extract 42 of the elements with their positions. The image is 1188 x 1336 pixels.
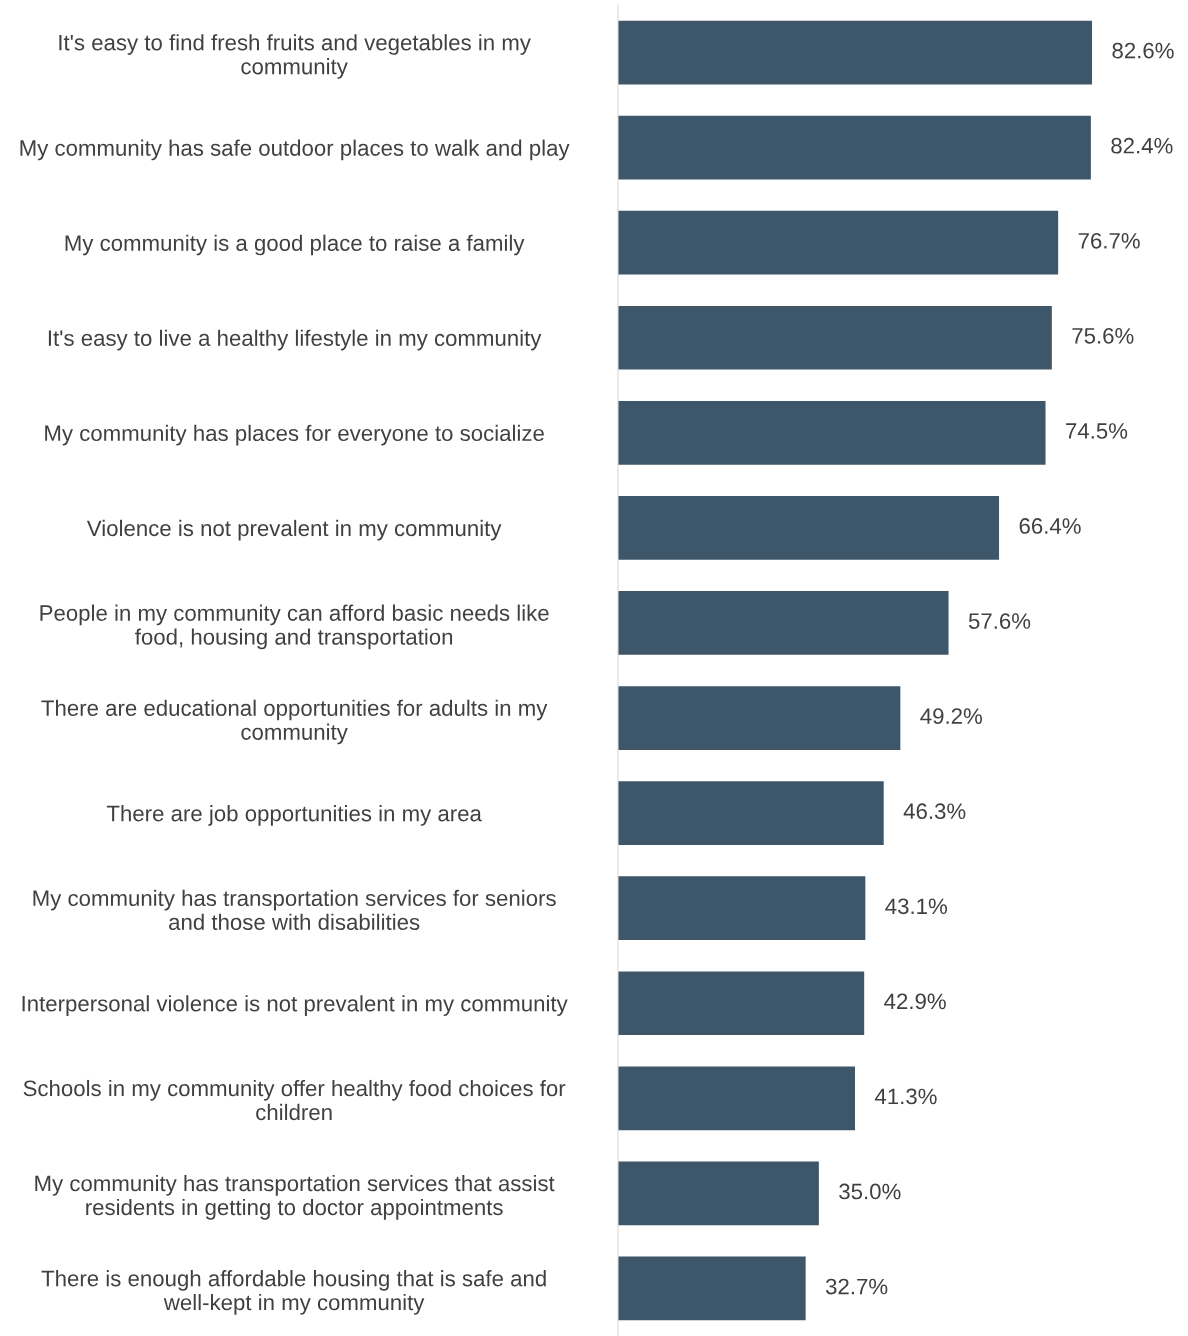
y-tick-label: My community has transportation services for seniors and those with disabilities	[33, 889, 556, 931]
y-tick-label: Interpersonal violence is not prevalent in my community	[22, 995, 568, 1016]
y-tick-label: My community has transportation services that assist residents in getting to doctor appointments	[35, 1174, 555, 1220]
y-tick-label: People in my community can afford basic needs like food, housing and transportation	[40, 604, 549, 650]
y-tick-label: My community has places for everyone to socialize	[45, 424, 544, 446]
bar	[618, 1256, 806, 1321]
y-tick-label: There are educational opportunities for adults in my community	[41, 699, 548, 745]
data-label: 41.3%	[874, 1088, 937, 1105]
data-label: 46.3%	[903, 803, 966, 820]
data-label: 57.6%	[968, 613, 1031, 629]
data-label: 74.5%	[1066, 423, 1128, 439]
y-tick-label: Violence is not prevalent in my community	[86, 519, 502, 541]
data-label: 35.0%	[839, 1183, 901, 1200]
bar	[618, 20, 1093, 85]
data-label: 42.9%	[884, 993, 946, 1010]
data-label: 82.4%	[1111, 137, 1173, 154]
y-tick-label: My community is a good place to raise a family	[65, 234, 525, 256]
bar	[618, 971, 865, 1036]
bar	[618, 876, 866, 941]
data-label: 49.2%	[920, 708, 982, 724]
bar	[618, 686, 901, 750]
bar	[618, 1161, 819, 1226]
data-label: 66.4%	[1019, 518, 1081, 534]
bar	[618, 305, 1052, 370]
bar	[618, 781, 884, 845]
data-label: 43.1%	[885, 898, 947, 915]
data-label: 32.7%	[825, 1278, 888, 1295]
y-tick-label: It's easy to find fresh fruits and vegetables in my community	[59, 34, 531, 79]
bar	[618, 591, 949, 655]
data-label: 76.7%	[1078, 232, 1140, 249]
bar	[618, 115, 1091, 180]
y-tick-label: There are job opportunities in my area	[106, 805, 482, 826]
bar	[618, 210, 1059, 275]
y-tick-label: There is enough affordable housing that is safe and well-kept in my community	[41, 1270, 546, 1315]
bar	[618, 496, 1000, 560]
data-label: 82.6%	[1112, 42, 1174, 59]
data-label: 75.6%	[1072, 327, 1134, 344]
y-tick-label: My community has safe outdoor places to walk and play	[20, 139, 570, 161]
y-tick-label: It's easy to live a healthy lifestyle in my community	[48, 329, 542, 351]
bar	[618, 400, 1046, 465]
y-tick-label: Schools in my community offer healthy food choices for children	[23, 1079, 566, 1121]
bar	[618, 1066, 856, 1131]
